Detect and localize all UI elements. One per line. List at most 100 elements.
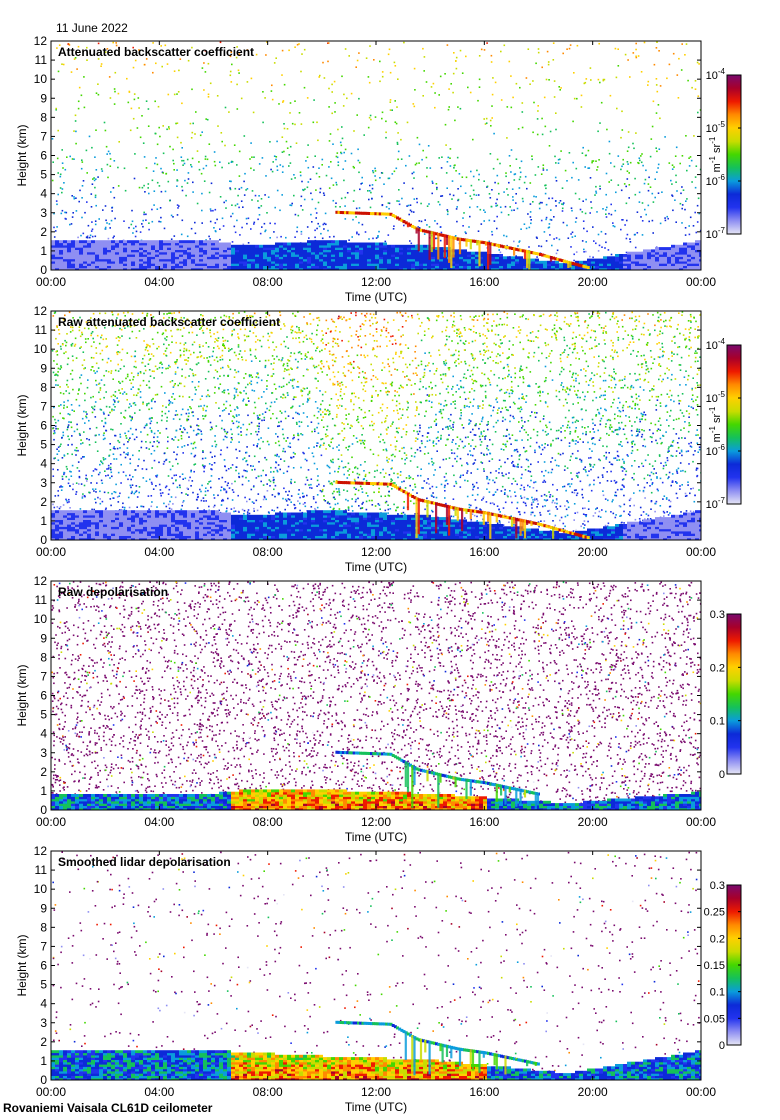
xtick-label: 16:00 (469, 1085, 499, 1099)
xtick-label: 12:00 (361, 275, 391, 289)
ytick-label: 11 (35, 53, 48, 67)
xtick-label: 08:00 (253, 1085, 283, 1099)
boundary-layer (51, 510, 701, 540)
instrument-label: Rovaniemi Vaisala CL61D ceilometer (3, 1101, 212, 1115)
ytick-label: 9 (40, 91, 47, 105)
colorbar: 10-7 10-6 10-5 10-4 m-1 sr-1 (706, 337, 742, 511)
signal-noise (51, 581, 701, 810)
xtick-label: 08:00 (253, 545, 283, 559)
xtick-label: 00:00 (36, 275, 66, 289)
ytick-label: 11 (35, 863, 48, 877)
xtick-label: 20:00 (578, 275, 608, 289)
ytick-label: 4 (40, 727, 47, 741)
colorbar-tick-label: 0.3 (710, 880, 725, 892)
colorbar-tick-label: 0 (719, 1040, 725, 1052)
ytick-label: 3 (40, 746, 47, 760)
boundary-layer (51, 240, 701, 270)
xtick-label: 08:00 (253, 815, 283, 829)
ytick-label: 0 (40, 533, 47, 547)
colorbar-tick-label: 10-5 (706, 390, 726, 405)
colorbar-scale (726, 613, 742, 775)
plot-area (51, 41, 701, 270)
colorbar-tick-label: 10-6 (706, 173, 726, 188)
plot-background (51, 311, 701, 540)
colorbar-tick-label: 0.2 (710, 662, 725, 674)
ytick-label: 11 (35, 323, 48, 337)
colorbar-tick-exponent: -4 (718, 337, 726, 346)
ytick-label: 2 (40, 495, 47, 509)
ytick-label: 10 (34, 72, 48, 86)
ytick-label: 9 (40, 901, 47, 915)
cloud-layer (335, 750, 540, 810)
colorbar-tick-label: 10-6 (706, 443, 726, 458)
ytick-label: 5 (40, 708, 47, 722)
ytick-label: 6 (40, 149, 47, 163)
colorbar-tick-label: 10-4 (706, 337, 726, 352)
signal-noise (51, 311, 701, 540)
colorbar-tick-exponent: -7 (718, 496, 726, 505)
colorbar-tick-label: 0 (719, 769, 725, 781)
colorbar: 10-7 10-6 10-5 10-4 m-1 sr-1 (706, 67, 742, 241)
xtick-label: 04:00 (144, 815, 174, 829)
ytick-label: 5 (40, 978, 47, 992)
xtick-label: 16:00 (469, 275, 499, 289)
colorbar-scale (726, 74, 742, 235)
ytick-label: 2 (40, 1035, 47, 1049)
colorbar-tick-label: 0.25 (704, 907, 725, 919)
ytick-label: 8 (40, 920, 47, 934)
plot-area (51, 311, 701, 540)
colorbar-tick-exponent: -5 (718, 120, 726, 129)
ytick-label: 7 (40, 129, 47, 143)
xtick-label: 08:00 (253, 275, 283, 289)
colorbar-tick-exponent: -5 (718, 390, 726, 399)
ytick-label: 4 (40, 187, 47, 201)
colorbar-tick-exponent: -4 (718, 67, 726, 76)
ytick-label: 6 (40, 959, 47, 973)
plot-area (51, 581, 701, 810)
colorbar-tick-label: 10-5 (706, 120, 726, 135)
ytick-label: 9 (40, 361, 47, 375)
xtick-label: 00:00 (686, 275, 716, 289)
colorbar-tick-label: 10-7 (706, 496, 726, 511)
panel-title: Raw attenuated backscatter coefficient (58, 315, 280, 329)
x-axis-label: Time (UTC) (345, 290, 407, 304)
colorbar-tick-label: 0.15 (704, 960, 725, 972)
ytick-label: 0 (40, 803, 47, 817)
ytick-label: 8 (40, 650, 47, 664)
ytick-label: 4 (40, 997, 47, 1011)
xtick-label: 16:00 (469, 545, 499, 559)
ytick-label: 3 (40, 1016, 47, 1030)
x-axis-label: Time (UTC) (345, 1100, 407, 1114)
plot-background (51, 851, 701, 1080)
colorbar-tick-label: 0.1 (710, 716, 725, 728)
ytick-label: 10 (34, 882, 48, 896)
xtick-label: 20:00 (578, 1085, 608, 1099)
ytick-label: 9 (40, 631, 47, 645)
ytick-label: 7 (40, 399, 47, 413)
colorbar-tick-label: 0.3 (710, 609, 725, 621)
date-label: 11 June 2022 (56, 21, 128, 35)
colorbar: 0 0.05 0.1 0.15 0.2 0.25 0.3 (704, 880, 742, 1052)
xtick-label: 00:00 (36, 1085, 66, 1099)
ytick-label: 3 (40, 476, 47, 490)
plot-background (51, 41, 701, 270)
ytick-label: 1 (40, 514, 47, 528)
x-axis-label: Time (UTC) (345, 830, 407, 844)
colorbar-tick-label: 0.05 (704, 1013, 725, 1025)
ytick-label: 1 (40, 784, 47, 798)
ytick-label: 7 (40, 939, 47, 953)
ytick-label: 2 (40, 765, 47, 779)
xtick-label: 00:00 (36, 815, 66, 829)
ytick-label: 11 (35, 593, 48, 607)
ytick-label: 3 (40, 206, 47, 220)
boundary-layer (51, 1050, 701, 1080)
colorbar-tick-exponent: -7 (718, 226, 726, 235)
xtick-label: 12:00 (361, 545, 391, 559)
colorbar-tick-exponent: -6 (718, 173, 726, 182)
cloud-layer (335, 1020, 540, 1076)
